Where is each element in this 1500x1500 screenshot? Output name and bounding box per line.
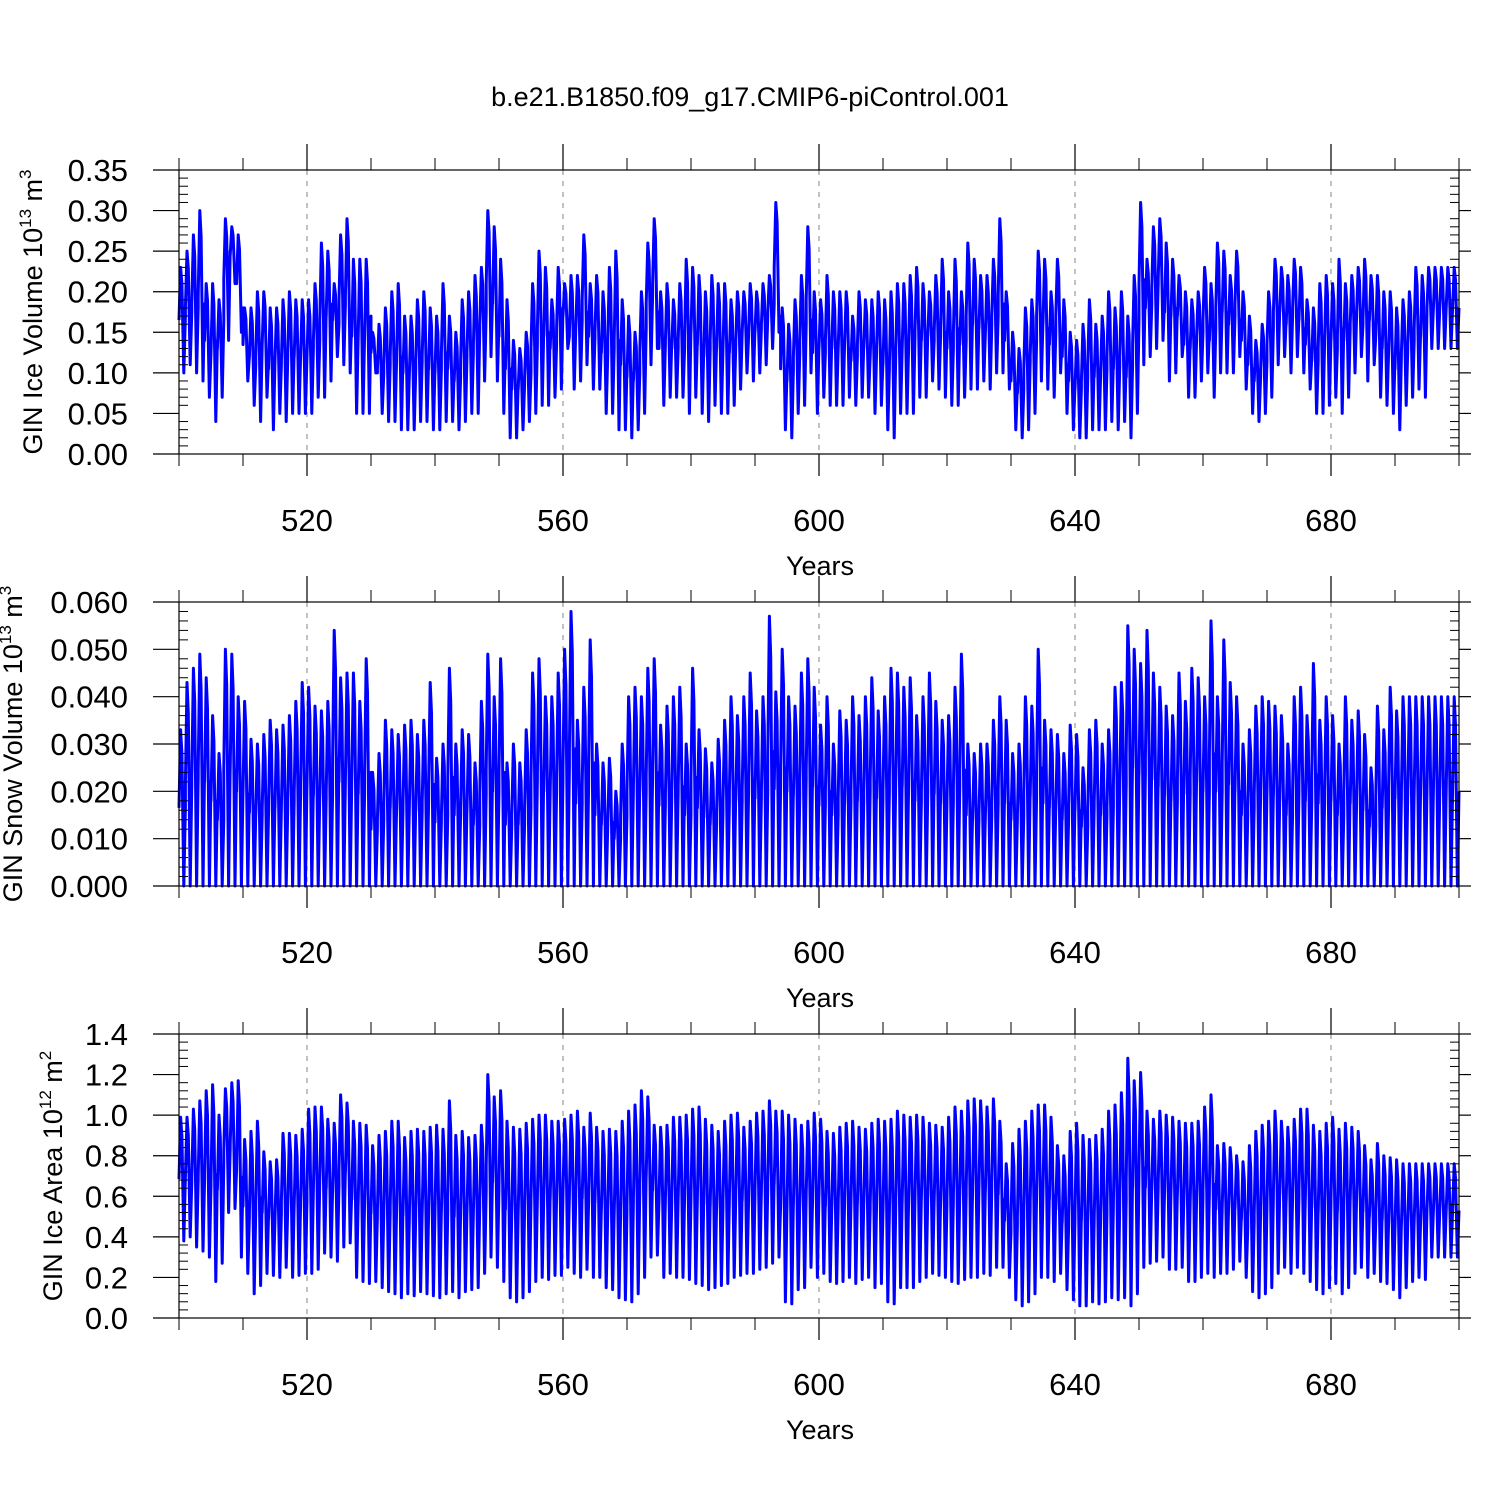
y-tick-label: 1.0 bbox=[85, 1098, 128, 1133]
x-tick-label: 600 bbox=[793, 935, 845, 970]
y-tick-label: 0.4 bbox=[85, 1220, 128, 1255]
page-title: b.e21.B1850.f09_g17.CMIP6-piControl.001 bbox=[491, 82, 1009, 112]
y-axis-title: GIN Snow Volume 1013 m3 bbox=[0, 586, 28, 903]
y-axis-title: GIN Ice Volume 1013 m3 bbox=[16, 169, 48, 454]
chart-panel-3: 0.0 0.2 0.4 0.6 0.8 1.0 1.2 1.4 520 560 600 640 680 Y… bbox=[36, 1008, 1471, 1445]
x-tick-label: 600 bbox=[793, 1367, 845, 1402]
y-tick-label: 0.25 bbox=[68, 234, 128, 269]
x-axis-title: Years bbox=[786, 983, 854, 1013]
x-tick-label: 560 bbox=[537, 1367, 589, 1402]
y-tick-label: 0.020 bbox=[50, 774, 128, 809]
y-tick-label: 0.05 bbox=[68, 396, 128, 431]
x-axis-title: Years bbox=[786, 1415, 854, 1445]
y-tick-label: 0.20 bbox=[68, 275, 128, 310]
data-series-line bbox=[177, 610, 1461, 888]
x-tick-label: 680 bbox=[1305, 935, 1357, 970]
x-tick-label: 520 bbox=[281, 1367, 333, 1402]
x-tick-label: 600 bbox=[793, 503, 845, 538]
data-series-line bbox=[177, 201, 1461, 440]
x-tick-label: 520 bbox=[281, 935, 333, 970]
data-series-line bbox=[177, 1056, 1461, 1308]
y-axis-title: GIN Ice Area 1012 m2 bbox=[36, 1051, 68, 1302]
x-tick-label: 520 bbox=[281, 503, 333, 538]
y-tick-label: 0.15 bbox=[68, 315, 128, 350]
x-tick-label: 640 bbox=[1049, 503, 1101, 538]
y-tick-label: 0.030 bbox=[50, 727, 128, 762]
y-tick-label: 0.050 bbox=[50, 632, 128, 667]
y-tick-label: 0.2 bbox=[85, 1260, 128, 1295]
y-tick-label: 0.00 bbox=[68, 437, 128, 472]
y-tick-label: 0.6 bbox=[85, 1179, 128, 1214]
y-tick-label: 1.2 bbox=[85, 1058, 128, 1093]
x-tick-label: 680 bbox=[1305, 503, 1357, 538]
x-tick-label: 640 bbox=[1049, 935, 1101, 970]
y-tick-label: 0.040 bbox=[50, 680, 128, 715]
chart-panel-1: 0.00 0.05 0.10 0.15 0.20 0.25 0.30 0.35 520 560 60… bbox=[16, 144, 1471, 581]
y-tick-label: 0.0 bbox=[85, 1301, 128, 1336]
y-tick-label: 0.8 bbox=[85, 1139, 128, 1174]
x-tick-label: 680 bbox=[1305, 1367, 1357, 1402]
y-tick-label: 0.10 bbox=[68, 356, 128, 391]
y-tick-label: 0.35 bbox=[68, 153, 128, 188]
x-tick-label: 640 bbox=[1049, 1367, 1101, 1402]
x-tick-label: 560 bbox=[537, 935, 589, 970]
y-tick-label: 1.4 bbox=[85, 1017, 128, 1052]
x-tick-label: 560 bbox=[537, 503, 589, 538]
y-tick-label: 0.000 bbox=[50, 869, 128, 904]
y-tick-label: 0.30 bbox=[68, 194, 128, 229]
y-tick-label: 0.010 bbox=[50, 822, 128, 857]
chart-panel-2: 0.000 0.010 0.020 0.030 0.040 0.050 0.060 520 56… bbox=[0, 576, 1471, 1013]
x-axis-title: Years bbox=[786, 551, 854, 581]
y-tick-label: 0.060 bbox=[50, 585, 128, 620]
